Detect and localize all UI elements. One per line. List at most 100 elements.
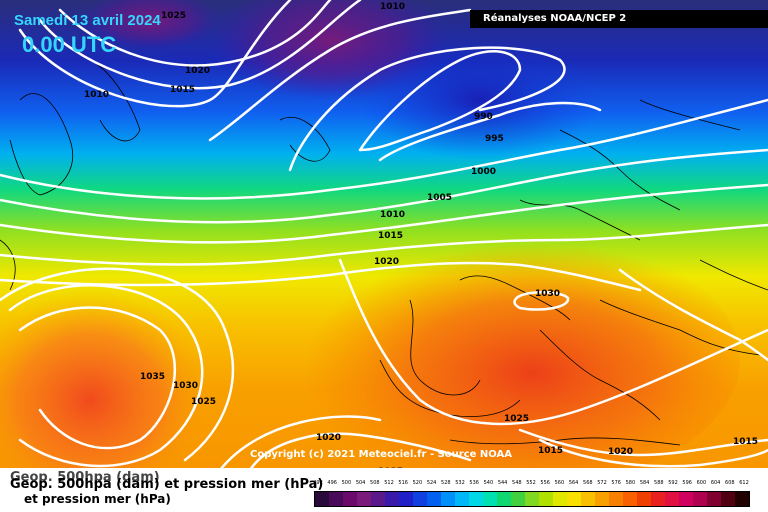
scale-label: 524 (426, 480, 437, 486)
isobar-label: 1010 (84, 90, 109, 100)
legend-title-shadow: Geop. 500hpa (dam) (10, 470, 160, 485)
isobar-label: 1015 (378, 231, 403, 241)
scale-swatch (735, 492, 749, 506)
isobar-label: 1035 (140, 372, 165, 382)
scale-label: 496 (327, 480, 337, 486)
scale-label: 588 (654, 480, 664, 486)
scale-label: 532 (455, 480, 465, 486)
scale-label: 508 (370, 480, 380, 486)
scale-swatch (623, 492, 637, 506)
scale-swatch (371, 492, 385, 506)
scale-swatch (693, 492, 707, 506)
scale-swatch (469, 492, 483, 506)
scale-label: 604 (710, 480, 721, 486)
scale-label: 540 (483, 480, 494, 486)
scale-swatch (343, 492, 357, 506)
isobar-label: 1025 (191, 397, 216, 407)
coastlines (0, 59, 768, 446)
scale-swatch (413, 492, 427, 506)
scale-swatch (385, 492, 399, 506)
scale-label: 512 (384, 480, 394, 486)
scale-label: 584 (639, 480, 650, 486)
isobar-label: 1020 (185, 66, 210, 76)
scale-swatch (525, 492, 539, 506)
scale-swatch (651, 492, 665, 506)
scale-label: 564 (568, 480, 579, 486)
isobar-label: 1010 (380, 2, 405, 12)
isobar-label: 1025 (504, 414, 529, 424)
scale-swatch (539, 492, 553, 506)
scale-swatch (553, 492, 567, 506)
scale-swatch (455, 492, 469, 506)
isobar-label: 995 (485, 134, 504, 144)
scale-swatch (665, 492, 679, 506)
isobar-label: 1005 (427, 193, 452, 203)
scale-label: 608 (725, 480, 735, 486)
isobar-label: 1015 (170, 85, 195, 95)
isobars (0, 0, 768, 470)
isobar-label: 1015 (538, 446, 563, 456)
scale-label: 528 (441, 480, 451, 486)
scale-swatch (679, 492, 693, 506)
scale-label: 592 (668, 480, 678, 486)
source-label: Réanalyses NOAA/NCEP 2 (470, 10, 768, 28)
warm-anomaly-europe (280, 230, 740, 490)
isobar-label-group: 1025 1010 1020 1015 1010 990 995 1000 10… (84, 2, 758, 477)
isobar-label: 1030 (173, 381, 198, 391)
scale-label: 544 (497, 480, 508, 486)
isobar-label: 1030 (535, 289, 560, 299)
scale-label: 612 (739, 480, 749, 486)
scale-swatch (567, 492, 581, 506)
scale-swatch (707, 492, 721, 506)
copyright-notice: Copyright (c) 2021 Meteociel.fr - Source… (250, 449, 512, 460)
scale-swatch (497, 492, 511, 506)
scale-label: 556 (540, 480, 550, 486)
scale-label: 520 (412, 480, 423, 486)
isobar-label: 1020 (316, 433, 341, 443)
isobar-label: 1015 (733, 437, 758, 447)
isobar-label: 1010 (380, 210, 405, 220)
scale-label: 572 (597, 480, 607, 486)
scale-label: 504 (355, 480, 366, 486)
scale-label: 576 (611, 480, 621, 486)
scale-swatch (581, 492, 595, 506)
color-scale-labels: 492 496 500 504 508 512 516 520 524 528 532 536 540 5… (313, 480, 749, 490)
scale-label: 548 (512, 480, 522, 486)
scale-label: 536 (469, 480, 479, 486)
scale-swatch (609, 492, 623, 506)
scale-label: 552 (526, 480, 536, 486)
low-center-purple-west (80, 0, 220, 50)
scale-swatch (721, 492, 735, 506)
scale-label: 500 (341, 480, 352, 486)
scale-swatch (315, 492, 329, 506)
map-time: 0.00 UTC (22, 32, 117, 57)
scale-label: 580 (625, 480, 636, 486)
scale-label: 600 (696, 480, 707, 486)
isobar-label: 1020 (608, 447, 633, 457)
scale-swatch (399, 492, 413, 506)
isobar-label: 990 (474, 112, 493, 122)
scale-swatch (427, 492, 441, 506)
scale-swatch (637, 492, 651, 506)
map-date: Samedi 13 avril 2024 (14, 12, 161, 29)
scale-swatch (511, 492, 525, 506)
scale-swatch (441, 492, 455, 506)
scale-label: 560 (554, 480, 565, 486)
isobar-label: 1000 (471, 167, 496, 177)
isobar-label: 1020 (374, 257, 399, 267)
warm-anomaly-atlantic (0, 290, 210, 510)
scale-swatch (483, 492, 497, 506)
legend-title: Geop. 500hpa (dam) et pression mer (hPa) (10, 477, 324, 492)
color-scale-bar (314, 491, 750, 507)
scale-label: 516 (398, 480, 408, 486)
scale-swatch (595, 492, 609, 506)
scale-label: 568 (583, 480, 593, 486)
legend-subtitle: et pression mer (hPa) (24, 492, 171, 506)
scale-label: 492 (313, 480, 323, 486)
low-center-blue (360, 40, 600, 160)
scale-swatch (357, 492, 371, 506)
isobar-label: 1025 (161, 11, 186, 21)
scale-label: 596 (682, 480, 692, 486)
